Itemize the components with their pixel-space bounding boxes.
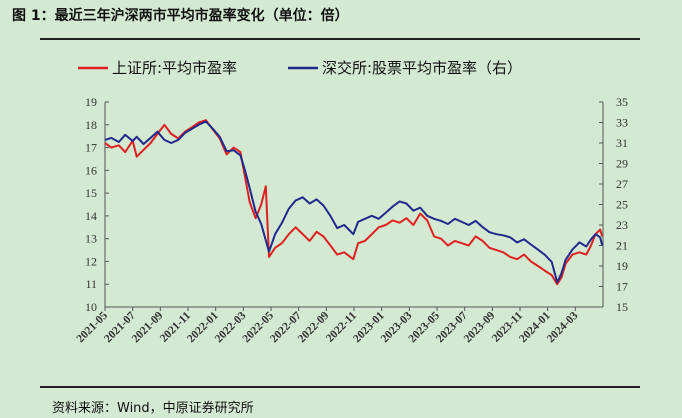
y-right-tick-label: 27 [616,177,628,191]
pe-ratio-chart: 上证所:平均市盈率 深交所:股票平均市盈率（右） 10 11 12 13 14 15 16 1… [75,59,628,345]
y-left-tick-label: 17 [85,141,97,155]
y-left-tick-label: 19 [85,95,97,109]
source-note: 资料来源：Wind，中原证券研究所 [52,401,254,416]
y-right-tick-label: 15 [616,300,628,314]
y-left-tick-label: 12 [85,254,97,268]
x-tick-label: 2024-03 [545,309,581,345]
y-right-tick-label: 35 [616,95,628,109]
top-divider [40,38,640,40]
legend-label-shanghai: 上证所:平均市盈率 [112,59,237,77]
legend-label-shenzhen: 深交所:股票平均市盈率（右） [322,59,522,77]
y-left-tick-label: 18 [85,118,97,132]
y-right-tick-label: 21 [616,239,628,253]
y-right-tick-label: 23 [616,218,628,232]
y-left-tick-label: 14 [85,209,97,223]
y-left-tick-label: 15 [85,186,97,200]
y-right-tick-label: 31 [616,136,628,150]
y-right-tick-label: 33 [616,116,628,130]
series-line-shenzhen [104,120,604,284]
chart-title: 图 1：最近三年沪深两市平均市盈率变化（单位：倍） [12,8,349,24]
y-right-tick-label: 17 [616,280,628,294]
y-right-tick-label: 19 [616,259,628,273]
y-left-tick-label: 11 [85,277,97,291]
y-left-tick-label: 13 [85,232,97,246]
y-left-tick-label: 10 [85,300,97,314]
y-left-tick-label: 16 [85,163,97,177]
series-layer [104,119,604,286]
series-line-shanghai [104,119,604,286]
y-right-tick-label: 25 [616,198,628,212]
y-right-tick-label: 29 [616,157,628,171]
legend: 上证所:平均市盈率 深交所:股票平均市盈率（右） [78,59,522,77]
bottom-divider [40,386,640,388]
